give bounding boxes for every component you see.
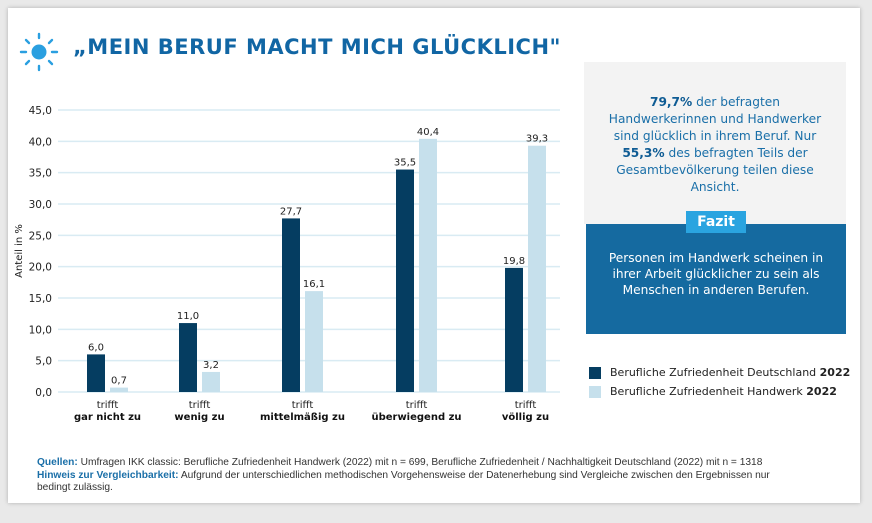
x-tick-label-top: trifft	[406, 400, 428, 411]
page-title: „MEIN BERUF MACHT MICH GLÜCKLICH"	[73, 35, 561, 59]
y-tick-label: 30,0	[29, 199, 52, 211]
info-text-2: des befragten Teils der Gesamtbevölkerun…	[616, 146, 814, 194]
info-text-1: der befragten Handwerkerinnen und Handwe…	[608, 95, 822, 143]
fazit-text: Personen im Handwerk scheinen in ihrer A…	[608, 251, 824, 297]
bar-deutschland	[505, 267, 523, 392]
y-tick-label: 10,0	[29, 324, 52, 336]
data-label: 19,8	[503, 256, 525, 267]
bar-handwerk	[202, 371, 220, 392]
footnotes: Quellen: Umfragen IKK classic: Beruflich…	[37, 457, 770, 493]
bar-deutschland	[179, 323, 197, 392]
bar-deutschland	[282, 218, 300, 392]
y-tick-label: 0,0	[35, 387, 52, 399]
legend-item-handwerk: Berufliche Zufriedenheit Handwerk 2022	[589, 382, 850, 401]
y-tick-label: 20,0	[29, 262, 52, 274]
x-tick-label: mittelmäßig zu	[260, 412, 345, 423]
y-tick-label: 45,0	[29, 105, 52, 117]
legend-item-deutschland: Berufliche Zufriedenheit Deutschland 202…	[589, 363, 850, 382]
bar-handwerk	[419, 138, 437, 392]
x-tick-label: gar nicht zu	[74, 412, 141, 423]
x-tick-label-top: trifft	[292, 400, 314, 411]
x-tick-label-top: trifft	[97, 400, 119, 411]
x-tick-label-top: trifft	[515, 400, 537, 411]
bar-chart: 0,0 5,0 10,0 15,0 20,0 25,0 30,0 35,0 40,0 45,0 An…	[14, 105, 560, 423]
x-tick-label: wenig zu	[174, 412, 224, 423]
data-label: 16,1	[303, 279, 325, 290]
data-label: 0,7	[111, 376, 127, 387]
legend-swatch	[589, 366, 601, 379]
data-label: 39,3	[526, 134, 548, 145]
bar-deutschland	[87, 354, 105, 392]
x-tick-label: überwiegend zu	[371, 412, 461, 423]
bar-handwerk	[305, 291, 323, 392]
legend-swatch	[589, 385, 601, 398]
pct-gesamt: 55,3%	[622, 146, 665, 160]
legend: Berufliche Zufriedenheit Deutschland 202…	[589, 363, 850, 401]
y-tick-label: 25,0	[29, 230, 52, 242]
y-tick-label: 40,0	[29, 136, 52, 148]
bar-handwerk	[528, 145, 546, 392]
y-axis-label: Anteil in %	[14, 224, 25, 278]
pct-handwerk: 79,7%	[649, 95, 693, 109]
bar-deutschland	[396, 169, 414, 392]
data-label: 40,4	[417, 127, 439, 138]
data-label: 35,5	[394, 158, 416, 169]
fazit-box: Personen im Handwerk scheinen in ihrer A…	[586, 224, 846, 334]
data-label: 27,7	[280, 206, 302, 217]
y-tick-label: 5,0	[35, 356, 52, 368]
bar-handwerk	[110, 387, 128, 392]
y-tick-label: 15,0	[29, 293, 52, 305]
data-label: 11,0	[177, 311, 199, 322]
y-tick-label: 35,0	[29, 168, 52, 180]
sun-icon	[19, 32, 59, 72]
fazit-label: Fazit	[686, 211, 746, 233]
data-label: 3,2	[203, 360, 219, 371]
info-box: 79,7% der befragten Handwerkerinnen und …	[584, 62, 846, 224]
x-tick-label-top: trifft	[189, 400, 211, 411]
x-tick-label: völlig zu	[502, 412, 549, 423]
data-label: 6,0	[88, 342, 104, 353]
